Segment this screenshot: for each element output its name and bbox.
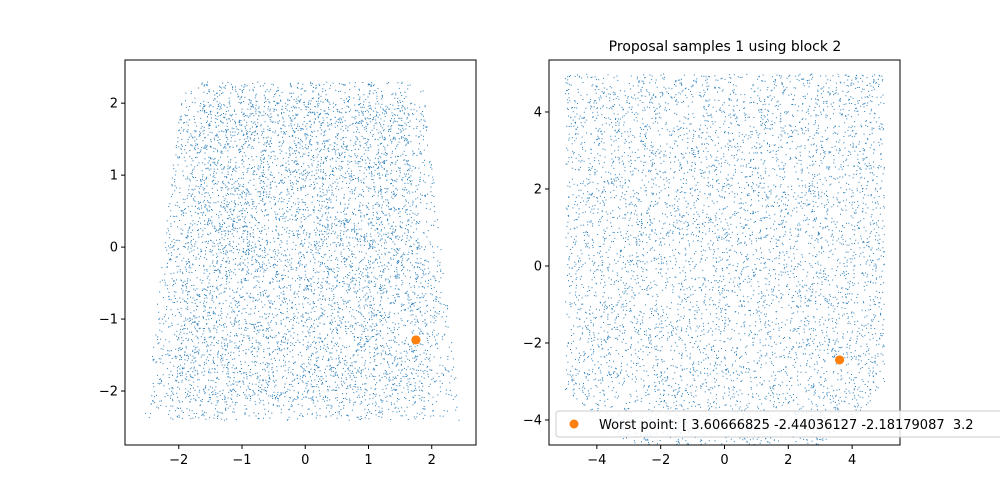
right-worst-point — [834, 355, 845, 365]
x-tick-label: −4 — [587, 453, 606, 468]
legend-label: Worst point: [ 3.60666825 -2.44036127 -2… — [599, 418, 974, 433]
x-tick-label: 0 — [720, 453, 728, 468]
left-axes-frame — [124, 59, 477, 446]
right-x-axis: −4 −2 0 2 4 — [587, 445, 856, 468]
y-tick-label: 0 — [534, 259, 542, 274]
x-tick-label: −2 — [651, 453, 670, 468]
x-tick-label: −2 — [169, 453, 188, 468]
y-tick-label: 0 — [110, 241, 118, 256]
worst-point-marker — [411, 335, 421, 345]
y-tick-label: 4 — [534, 105, 542, 120]
right-scatter-panel: Proposal samples 1 using block 2 −4 −2 0 2 4… — [523, 39, 1000, 468]
left-x-axis: −2 −1 0 1 2 — [169, 445, 436, 468]
y-tick-label: −2 — [99, 385, 118, 400]
x-tick-label: 2 — [784, 453, 792, 468]
x-tick-label: 1 — [364, 453, 372, 468]
legend-marker — [569, 419, 579, 429]
sample-points — [565, 73, 885, 445]
left-y-axis: −2 −1 0 1 2 — [99, 97, 125, 400]
worst-point-marker — [834, 355, 845, 365]
legend: Worst point: [ 3.60666825 -2.44036127 -2… — [555, 410, 1000, 438]
y-tick-label: 2 — [110, 97, 118, 112]
sample-points — [145, 81, 460, 421]
left-scatter-panel: −2 −1 0 1 2 −2 −1 0 1 2 — [99, 59, 477, 468]
legend-box — [555, 410, 1000, 438]
left-worst-point — [411, 335, 421, 345]
y-tick-label: −4 — [523, 413, 542, 428]
x-tick-label: 4 — [848, 453, 856, 468]
right-chart-title: Proposal samples 1 using block 2 — [609, 39, 842, 55]
y-tick-label: 1 — [110, 169, 118, 184]
right-y-axis: −4 −2 0 2 4 — [523, 105, 549, 428]
y-tick-label: −1 — [99, 313, 118, 328]
right-sample-cloud — [565, 73, 885, 445]
x-tick-label: 2 — [428, 453, 436, 468]
y-tick-label: 2 — [534, 182, 542, 197]
y-tick-label: −2 — [523, 336, 542, 351]
left-sample-cloud — [145, 81, 460, 421]
x-tick-label: −1 — [232, 453, 251, 468]
x-tick-label: 0 — [301, 453, 309, 468]
